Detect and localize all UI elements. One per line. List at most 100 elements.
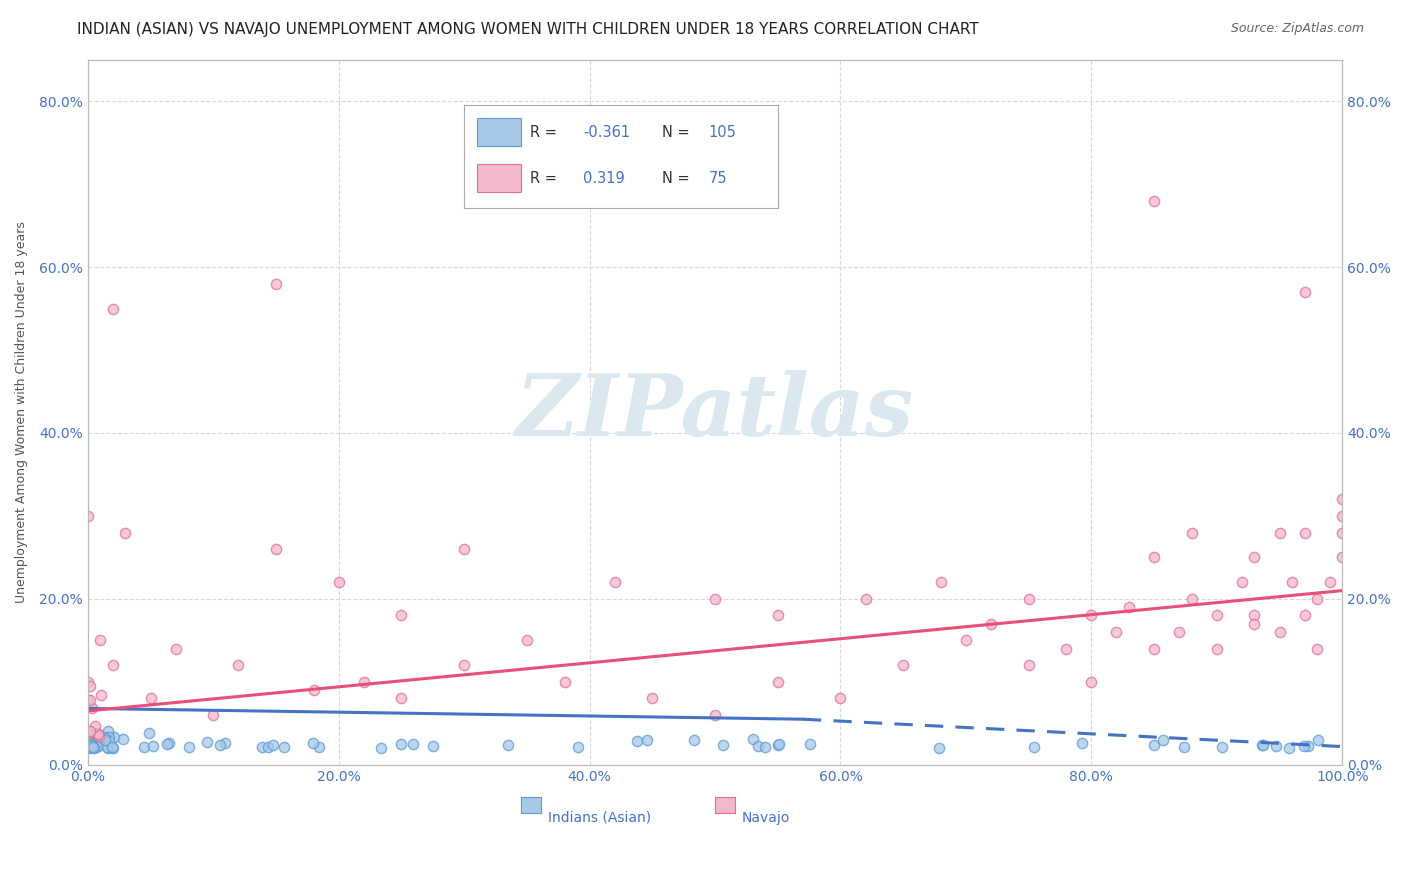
- Point: [134, 740, 156, 755]
- Point: [402, 737, 425, 751]
- Point: [79, 736, 101, 750]
- Point: [94, 737, 117, 751]
- Point: [1118, 600, 1140, 615]
- Point: [77, 740, 100, 755]
- Point: [80, 739, 103, 754]
- Point: [1251, 738, 1274, 752]
- Point: [82, 737, 104, 751]
- Point: [84, 719, 107, 733]
- Point: [1278, 740, 1301, 755]
- Point: [1308, 732, 1330, 747]
- Point: [87, 727, 110, 741]
- Point: [208, 738, 231, 752]
- Point: [86, 726, 108, 740]
- Point: [1230, 575, 1253, 590]
- Point: [955, 633, 977, 648]
- Point: [262, 738, 284, 752]
- Point: [1143, 641, 1166, 656]
- Point: [80, 739, 103, 753]
- Point: [89, 729, 111, 743]
- Point: [516, 633, 538, 648]
- Point: [79, 739, 101, 754]
- Point: [94, 730, 117, 744]
- Point: [1268, 625, 1291, 640]
- Point: [101, 301, 124, 316]
- Point: [79, 736, 101, 750]
- Point: [82, 733, 104, 747]
- Point: [76, 737, 98, 751]
- Point: [1152, 733, 1174, 747]
- Point: [82, 740, 104, 755]
- Point: [83, 740, 105, 755]
- Point: [1331, 508, 1354, 523]
- Point: [768, 737, 790, 751]
- Point: [830, 691, 852, 706]
- Point: [273, 739, 295, 754]
- Point: [97, 724, 120, 739]
- Point: [302, 683, 325, 698]
- Point: [103, 730, 125, 744]
- Point: [84, 738, 107, 752]
- Point: [77, 736, 100, 750]
- Point: [79, 738, 101, 752]
- Point: [1331, 525, 1354, 540]
- Text: INDIAN (ASIAN) VS NAVAJO UNEMPLOYMENT AMONG WOMEN WITH CHILDREN UNDER 18 YEARS C: INDIAN (ASIAN) VS NAVAJO UNEMPLOYMENT AM…: [77, 22, 979, 37]
- Point: [214, 736, 236, 750]
- Point: [84, 739, 107, 754]
- Point: [1143, 738, 1166, 752]
- Point: [1294, 285, 1316, 299]
- Point: [1054, 641, 1077, 656]
- Point: [754, 740, 776, 755]
- Point: [422, 739, 444, 754]
- Point: [453, 658, 475, 673]
- Point: [79, 724, 101, 739]
- Point: [83, 739, 105, 753]
- Point: [741, 732, 763, 747]
- Point: [1243, 608, 1265, 623]
- Point: [766, 608, 789, 623]
- Point: [1296, 739, 1319, 753]
- Point: [77, 733, 100, 747]
- Point: [82, 701, 104, 715]
- Point: [195, 735, 218, 749]
- Point: [79, 725, 101, 739]
- Point: [228, 658, 250, 673]
- Point: [82, 739, 104, 753]
- Point: [80, 738, 103, 752]
- Point: [252, 740, 274, 755]
- Point: [370, 741, 392, 756]
- Point: [1243, 550, 1265, 565]
- Point: [87, 739, 110, 753]
- Point: [1105, 625, 1128, 640]
- Point: [76, 508, 98, 523]
- Point: [79, 679, 101, 693]
- Point: [138, 726, 160, 740]
- Point: [766, 674, 789, 689]
- Point: [1018, 658, 1040, 673]
- Point: [636, 733, 658, 747]
- Point: [90, 688, 112, 702]
- Point: [1294, 608, 1316, 623]
- Point: [704, 591, 727, 606]
- Point: [353, 674, 375, 689]
- Point: [391, 691, 413, 706]
- Point: [301, 736, 323, 750]
- Point: [1181, 525, 1204, 540]
- Point: [1281, 575, 1303, 590]
- Text: Source: ZipAtlas.com: Source: ZipAtlas.com: [1230, 22, 1364, 36]
- Point: [86, 739, 108, 754]
- Point: [155, 737, 177, 751]
- Point: [77, 739, 100, 753]
- Point: [1205, 641, 1227, 656]
- Point: [1071, 736, 1094, 750]
- Point: [1018, 591, 1040, 606]
- Point: [1306, 591, 1329, 606]
- Point: [82, 738, 104, 752]
- Point: [1181, 591, 1204, 606]
- Point: [1331, 550, 1354, 565]
- Point: [157, 736, 180, 750]
- Point: [94, 733, 117, 747]
- Point: [77, 738, 100, 752]
- Point: [1022, 740, 1045, 755]
- Text: ZIPatlas: ZIPatlas: [516, 370, 914, 454]
